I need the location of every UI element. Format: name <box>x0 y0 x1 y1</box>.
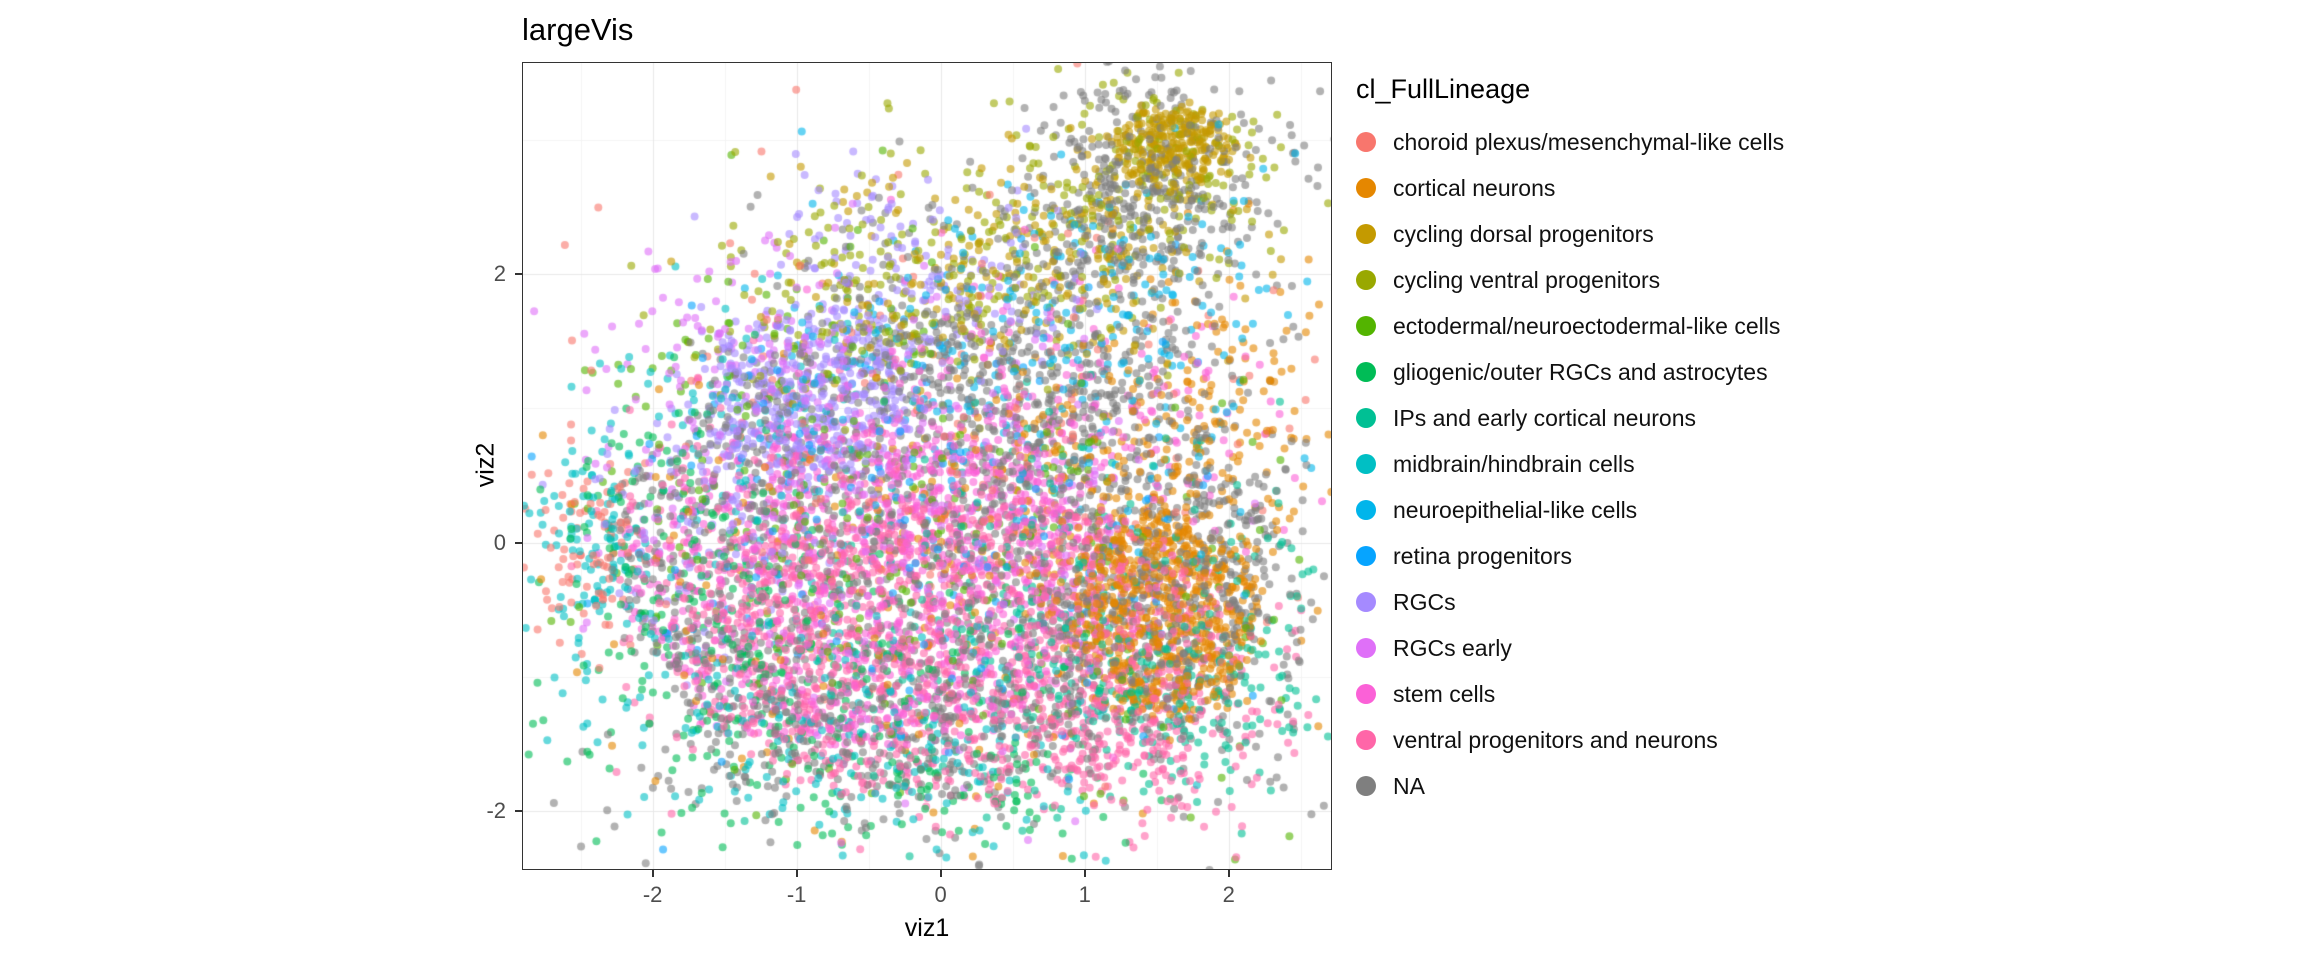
legend-item: NA <box>1356 763 1784 809</box>
legend-item-label: cycling dorsal progenitors <box>1393 220 1654 247</box>
legend-item: RGCs <box>1356 579 1784 625</box>
legend-key-dot <box>1356 408 1376 428</box>
legend-item: cycling ventral progenitors <box>1356 257 1784 303</box>
x-tick-label: -2 <box>642 882 663 907</box>
legend-key-dot <box>1356 270 1376 290</box>
legend-item-label: IPs and early cortical neurons <box>1393 404 1696 431</box>
x-tick-label: -1 <box>786 882 807 907</box>
x-tick-mark <box>651 870 654 877</box>
legend-key-dot <box>1356 638 1376 658</box>
legend-item-label: ventral progenitors and neurons <box>1393 726 1718 753</box>
legend-key-dot <box>1356 592 1376 612</box>
legend-key-dot <box>1356 178 1376 198</box>
x-axis-title: viz1 <box>904 914 950 942</box>
y-axis-title: viz2 <box>471 442 500 488</box>
y-tick-mark <box>515 810 522 813</box>
legend-items: choroid plexus/mesenchymal-like cells cor… <box>1356 119 1784 809</box>
plot-panel <box>522 62 1332 870</box>
legend-key-dot <box>1356 546 1376 566</box>
legend-item: cortical neurons <box>1356 165 1784 211</box>
legend-title: cl_FullLineage <box>1356 74 1531 104</box>
plot-title: largeVis <box>522 12 634 47</box>
legend-key-dot <box>1356 776 1376 796</box>
legend-item: choroid plexus/mesenchymal-like cells <box>1356 119 1784 165</box>
x-tick-mark <box>939 870 942 877</box>
legend-key-dot <box>1356 224 1376 244</box>
legend-item: retina progenitors <box>1356 533 1784 579</box>
y-tick-mark <box>515 541 522 544</box>
legend-key-dot <box>1356 132 1376 152</box>
legend-item: gliogenic/outer RGCs and astrocytes <box>1356 349 1784 395</box>
legend-key-dot <box>1356 500 1376 520</box>
legend-item-label: RGCs <box>1393 588 1456 615</box>
legend-item: ectodermal/neuroectodermal-like cells <box>1356 303 1784 349</box>
legend-item-label: RGCs early <box>1393 634 1512 661</box>
x-tick-label: 1 <box>1078 882 1091 907</box>
y-tick-label: 0 <box>493 529 506 555</box>
legend-item: ventral progenitors and neurons <box>1356 717 1784 763</box>
legend-item-label: ectodermal/neuroectodermal-like cells <box>1393 312 1781 339</box>
scatter-canvas <box>523 63 1331 869</box>
x-tick-mark <box>1227 870 1230 877</box>
legend-item-label: neuroepithelial-like cells <box>1393 496 1638 523</box>
legend-item: RGCs early <box>1356 625 1784 671</box>
legend-key-dot <box>1356 684 1376 704</box>
legend-item-label: cortical neurons <box>1393 174 1556 201</box>
legend-key-dot <box>1356 730 1376 750</box>
legend-item-label: cycling ventral progenitors <box>1393 266 1661 293</box>
legend-item-label: midbrain/hindbrain cells <box>1393 450 1635 477</box>
legend: cl_FullLineage choroid plexus/mesenchyma… <box>1356 74 1784 809</box>
legend-key-dot <box>1356 316 1376 336</box>
legend-item-label: stem cells <box>1393 680 1496 707</box>
legend-item-label: choroid plexus/mesenchymal-like cells <box>1393 128 1785 155</box>
legend-item: stem cells <box>1356 671 1784 717</box>
x-tick-mark <box>1083 870 1086 877</box>
x-tick-mark <box>795 870 798 877</box>
legend-key-dot <box>1356 362 1376 382</box>
legend-item: neuroepithelial-like cells <box>1356 487 1784 533</box>
x-tick-label: 2 <box>1222 882 1235 907</box>
legend-item-label: retina progenitors <box>1393 542 1572 569</box>
x-tick-label: 0 <box>934 882 947 907</box>
y-tick-label: 2 <box>493 260 506 286</box>
legend-item: IPs and early cortical neurons <box>1356 395 1784 441</box>
legend-item: midbrain/hindbrain cells <box>1356 441 1784 487</box>
y-tick-mark <box>515 272 522 275</box>
legend-key-dot <box>1356 454 1376 474</box>
legend-item-label: NA <box>1393 772 1425 799</box>
y-tick-label: -2 <box>486 798 506 824</box>
legend-item-label: gliogenic/outer RGCs and astrocytes <box>1393 358 1768 385</box>
legend-item: cycling dorsal progenitors <box>1356 211 1784 257</box>
